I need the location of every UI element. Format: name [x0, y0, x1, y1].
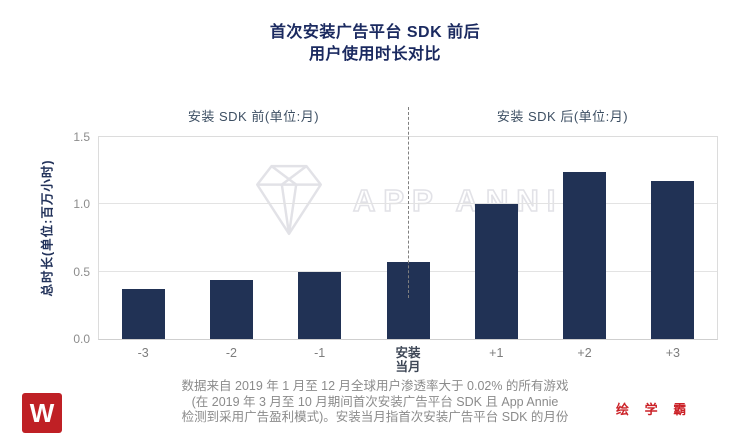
- bar--2: [209, 279, 253, 339]
- section-label-after-sdk: 安装 SDK 后(单位:月): [496, 109, 629, 124]
- bar-+1: [474, 204, 518, 339]
- footnote-line3: 检测到采用广告盈利模式)。安装当月指首次安装广告平台 SDK 的月份: [181, 410, 569, 424]
- x-axis-label: +2: [577, 346, 592, 360]
- y-axis-title: 总时长(单位:百万小时): [40, 159, 55, 297]
- y-tick-label: 0.5: [73, 264, 90, 279]
- section-label-before-sdk: 安装 SDK 前(单位:月): [187, 109, 320, 124]
- bar--3: [121, 289, 165, 339]
- chart-title-line2: 用户使用时长对比: [308, 46, 441, 63]
- chart-title-line1: 首次安装广告平台 SDK 前后: [269, 24, 481, 41]
- x-axis-label: -2: [225, 346, 237, 360]
- install-month-divider-line: [408, 107, 409, 298]
- bar--1: [298, 271, 342, 339]
- bar-+2: [563, 172, 607, 339]
- watermark-text: APP ANNIE: [352, 182, 593, 218]
- app-annie-watermark: APP ANNIE: [253, 160, 592, 240]
- footnote-line2: (在 2019 年 3 月至 10 月期间首次安装广告平台 SDK 且 App …: [191, 394, 559, 409]
- plot-area: 安装 SDK 前(单位:月) 安装 SDK 后(单位:月) 0.0 0.5 1.0 1…: [73, 107, 718, 374]
- brand-watermark-text: 绘 学 霸: [616, 402, 693, 417]
- footnote: 数据来自 2019 年 1 月至 12 月全球用户渗透率大于 0.02% 的所有…: [135, 379, 615, 426]
- x-axis-label: -1: [314, 346, 326, 360]
- y-tick-label: 0.0: [73, 332, 90, 346]
- x-axis-label: 安装 当月: [395, 346, 421, 374]
- bar-+3: [651, 181, 695, 339]
- x-axis-label: +1: [489, 346, 504, 360]
- huixueba-logo: W: [22, 393, 62, 433]
- logo-w-glyph: W: [29, 398, 55, 428]
- chart-title: 首次安装广告平台 SDK 前后 用户使用时长对比: [0, 22, 750, 66]
- footnote-line1: 数据来自 2019 年 1 月至 12 月全球用户渗透率大于 0.02% 的所有…: [181, 379, 569, 393]
- y-tick-label: 1.0: [73, 197, 90, 212]
- x-axis-label: +3: [665, 346, 680, 360]
- x-axis-label: -3: [137, 346, 149, 360]
- y-tick-label: 1.5: [73, 130, 90, 144]
- diamond-icon: [255, 164, 323, 236]
